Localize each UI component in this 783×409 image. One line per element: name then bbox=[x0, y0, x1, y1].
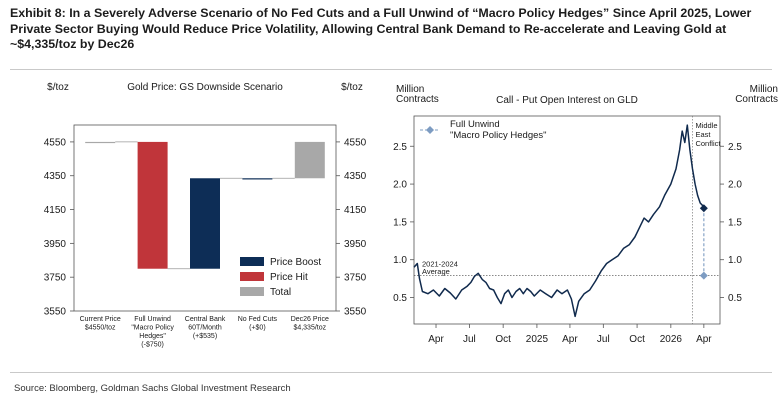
y-axis-label-right: Million bbox=[750, 84, 778, 95]
legend-label: "Macro Policy Hedges" bbox=[450, 130, 547, 141]
plot-frame bbox=[73, 124, 337, 312]
y-tick-label-left: 3750 bbox=[44, 273, 67, 284]
category-label: Current Price bbox=[80, 316, 121, 323]
x-tick-label: Apr bbox=[696, 334, 712, 345]
title-divider bbox=[10, 69, 772, 70]
waterfall-bar bbox=[137, 141, 168, 269]
x-tick-label: Oct bbox=[495, 334, 511, 345]
y-axis-label-right: $/toz bbox=[341, 82, 363, 93]
legend-label: Total bbox=[270, 287, 291, 298]
y-tick-label-right: 0.5 bbox=[728, 293, 742, 304]
category-label: (+$535) bbox=[193, 333, 217, 340]
y-tick-label-left: 3950 bbox=[44, 239, 67, 250]
y-tick-label-right: 4150 bbox=[344, 205, 367, 216]
y-tick-label-left: 2.5 bbox=[393, 142, 407, 153]
category-label: Dec26 Price bbox=[291, 316, 329, 323]
x-tick-label: 2025 bbox=[526, 334, 549, 345]
x-tick-label: Oct bbox=[629, 334, 645, 345]
x-tick-label: Apr bbox=[562, 334, 578, 345]
category-label: 60T/Month bbox=[188, 325, 222, 332]
category-label: (-$750) bbox=[141, 342, 164, 349]
average-label: 2021-2024 bbox=[422, 260, 458, 269]
category-label: No Fed Cuts bbox=[238, 316, 278, 323]
line-chart-title: Call - Put Open Interest on GLD bbox=[496, 95, 638, 106]
legend-swatch bbox=[240, 257, 264, 266]
category-label: Central Bank bbox=[185, 316, 226, 323]
category-label: Hedges" bbox=[139, 333, 166, 340]
legend-swatch bbox=[240, 287, 264, 296]
y-tick-label-left: 0.5 bbox=[393, 293, 407, 304]
y-axis-label-right: Contracts bbox=[735, 94, 778, 105]
source-note: Source: Bloomberg, Goldman Sachs Global … bbox=[14, 383, 291, 394]
legend-swatch bbox=[240, 272, 264, 281]
current-value-marker bbox=[699, 204, 708, 213]
event-label: Middle bbox=[695, 121, 717, 130]
event-label: Conflict bbox=[695, 139, 721, 148]
category-label: $4550/toz bbox=[85, 325, 116, 332]
y-tick-label-right: 3750 bbox=[344, 273, 367, 284]
category-label: $4,335/toz bbox=[293, 325, 326, 332]
plot-frame bbox=[413, 115, 721, 325]
y-tick-label-left: 4350 bbox=[44, 171, 67, 182]
y-tick-label-left: 4150 bbox=[44, 205, 67, 216]
legend-label: Price Hit bbox=[270, 272, 308, 283]
legend-marker bbox=[426, 126, 434, 134]
waterfall-bar bbox=[294, 141, 325, 179]
legend-label: Price Boost bbox=[270, 257, 321, 268]
y-tick-label-right: 1.5 bbox=[728, 217, 742, 228]
open-interest-chart: Call - Put Open Interest on GLDMillionCo… bbox=[393, 84, 778, 345]
waterfall-bar bbox=[190, 178, 220, 269]
y-tick-label-left: 1.5 bbox=[393, 217, 407, 228]
y-tick-label-left: 4550 bbox=[44, 137, 67, 148]
y-tick-label-right: 2.5 bbox=[728, 142, 742, 153]
source-divider bbox=[10, 372, 772, 373]
exhibit-title: Exhibit 8: In a Severely Adverse Scenari… bbox=[10, 6, 752, 51]
y-tick-label-left: 2.0 bbox=[393, 180, 407, 191]
y-tick-label-right: 4550 bbox=[344, 137, 367, 148]
y-tick-label-left: 1.0 bbox=[393, 255, 407, 266]
x-tick-label: Jul bbox=[597, 334, 610, 345]
y-tick-label-right: 3550 bbox=[344, 307, 367, 318]
y-tick-label-right: 2.0 bbox=[728, 180, 742, 191]
y-tick-label-left: 3550 bbox=[44, 307, 67, 318]
y-tick-label-right: 3950 bbox=[344, 239, 367, 250]
x-tick-label: 2026 bbox=[660, 334, 683, 345]
y-axis-label-left: Million bbox=[396, 84, 424, 95]
category-label: "Macro Policy bbox=[131, 325, 174, 332]
legend-label: Full Unwind bbox=[450, 119, 500, 130]
waterfall-bar bbox=[242, 178, 273, 180]
unwind-marker bbox=[699, 271, 708, 280]
y-tick-label-right: 4350 bbox=[344, 171, 367, 182]
waterfall-chart: Gold Price: GS Downside Scenario $/toz $/t… bbox=[44, 82, 367, 349]
y-axis-label-left: $/toz bbox=[47, 82, 69, 93]
category-label: Full Unwind bbox=[134, 316, 171, 323]
average-label: Average bbox=[422, 267, 450, 276]
y-axis-label-left: Contracts bbox=[396, 94, 439, 105]
open-interest-line bbox=[413, 124, 705, 318]
x-tick-label: Apr bbox=[428, 334, 444, 345]
waterfall-title: Gold Price: GS Downside Scenario bbox=[127, 82, 283, 93]
event-label: East bbox=[695, 130, 711, 139]
category-label: (+$0) bbox=[249, 325, 266, 332]
y-tick-label-right: 1.0 bbox=[728, 255, 742, 266]
waterfall-bar bbox=[85, 141, 116, 144]
x-tick-label: Jul bbox=[463, 334, 476, 345]
